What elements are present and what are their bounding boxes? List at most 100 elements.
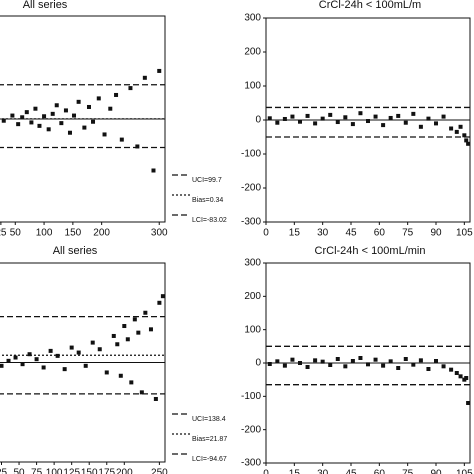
y-tick-label: 0 bbox=[255, 358, 261, 369]
point bbox=[350, 122, 355, 127]
x-tick-label: 25 bbox=[0, 468, 8, 474]
point bbox=[418, 358, 423, 363]
x-tick-label: 25 bbox=[0, 228, 7, 239]
point bbox=[143, 310, 148, 315]
point bbox=[54, 103, 59, 108]
y-tick-label: 100 bbox=[244, 324, 261, 335]
x-tick-label: 60 bbox=[374, 228, 386, 239]
point bbox=[104, 370, 109, 375]
y-tick-label: 200 bbox=[244, 291, 261, 302]
x-tick-label: 0 bbox=[263, 228, 269, 239]
point bbox=[153, 396, 158, 401]
x-tick-label: 105 bbox=[456, 469, 473, 474]
point bbox=[282, 363, 287, 368]
x-tick-label: 200 bbox=[116, 468, 133, 474]
point bbox=[10, 113, 15, 118]
point bbox=[128, 86, 133, 91]
point bbox=[282, 116, 287, 121]
legend-label: UCI=138.4 bbox=[192, 416, 226, 423]
point bbox=[403, 120, 408, 125]
point bbox=[275, 120, 280, 125]
x-tick-label: 0 bbox=[263, 469, 269, 474]
point bbox=[381, 123, 386, 128]
legend-label: Bias=21.87 bbox=[192, 436, 227, 443]
point bbox=[55, 353, 60, 358]
point bbox=[313, 121, 318, 126]
legend-label: UCI=99.7 bbox=[192, 177, 222, 184]
point bbox=[290, 357, 295, 362]
point bbox=[119, 137, 124, 142]
point bbox=[267, 116, 272, 121]
panel-title: CrCl-24h < 100mL/m bbox=[319, 0, 421, 11]
point bbox=[86, 104, 91, 109]
y-tick-label: 0 bbox=[255, 115, 261, 126]
y-tick-label: -300 bbox=[241, 217, 261, 228]
point bbox=[358, 356, 363, 360]
point bbox=[267, 362, 272, 366]
point bbox=[151, 168, 156, 173]
point bbox=[466, 401, 471, 405]
point bbox=[396, 113, 401, 118]
point bbox=[462, 133, 467, 138]
x-tick-label: 200 bbox=[93, 228, 110, 239]
point bbox=[464, 138, 469, 143]
point bbox=[320, 359, 325, 364]
point bbox=[62, 367, 67, 372]
point bbox=[67, 130, 72, 135]
point bbox=[366, 362, 370, 367]
point bbox=[42, 114, 47, 119]
point bbox=[34, 357, 39, 362]
point bbox=[305, 365, 310, 369]
x-tick-label: 50 bbox=[10, 228, 22, 239]
y-tick-label: 300 bbox=[244, 258, 261, 269]
point bbox=[135, 144, 140, 149]
x-tick-label: 175 bbox=[98, 468, 115, 474]
point bbox=[0, 363, 4, 368]
point bbox=[29, 120, 34, 125]
point bbox=[114, 92, 119, 97]
x-tick-label: 30 bbox=[317, 469, 329, 474]
point bbox=[426, 116, 431, 121]
point bbox=[132, 317, 137, 322]
point bbox=[139, 390, 144, 395]
point bbox=[111, 333, 116, 338]
legend-label: LCI=-83.02 bbox=[192, 217, 227, 224]
point bbox=[69, 345, 74, 350]
point bbox=[350, 359, 355, 363]
y-tick-label: -300 bbox=[241, 458, 261, 469]
point bbox=[275, 359, 280, 364]
point bbox=[449, 126, 454, 131]
x-tick-label: 150 bbox=[81, 468, 98, 474]
point bbox=[1, 118, 6, 123]
point bbox=[373, 357, 378, 362]
point bbox=[16, 122, 21, 127]
y-tick-label: -100 bbox=[241, 391, 261, 402]
point bbox=[63, 108, 68, 113]
x-tick-label: 300 bbox=[151, 228, 168, 239]
point bbox=[96, 96, 101, 101]
point bbox=[148, 327, 153, 332]
point bbox=[298, 119, 302, 124]
x-tick-label: 250 bbox=[151, 468, 168, 474]
panel-title: All series bbox=[23, 0, 68, 11]
point bbox=[90, 340, 95, 345]
x-tick-label: 50 bbox=[13, 468, 25, 474]
y-tick-label: -200 bbox=[241, 183, 261, 194]
x-tick-label: 75 bbox=[402, 228, 414, 239]
point bbox=[305, 113, 310, 118]
point bbox=[358, 111, 363, 116]
x-tick-label: 90 bbox=[430, 228, 442, 239]
x-tick-label: 60 bbox=[374, 469, 386, 474]
point bbox=[102, 132, 107, 137]
point bbox=[157, 68, 162, 73]
point bbox=[97, 347, 102, 352]
point bbox=[48, 348, 53, 353]
x-tick-label: 15 bbox=[289, 469, 301, 474]
point bbox=[125, 337, 130, 342]
point bbox=[411, 111, 416, 116]
point bbox=[41, 365, 46, 370]
point bbox=[82, 125, 87, 130]
point bbox=[298, 361, 302, 365]
point bbox=[441, 114, 446, 119]
